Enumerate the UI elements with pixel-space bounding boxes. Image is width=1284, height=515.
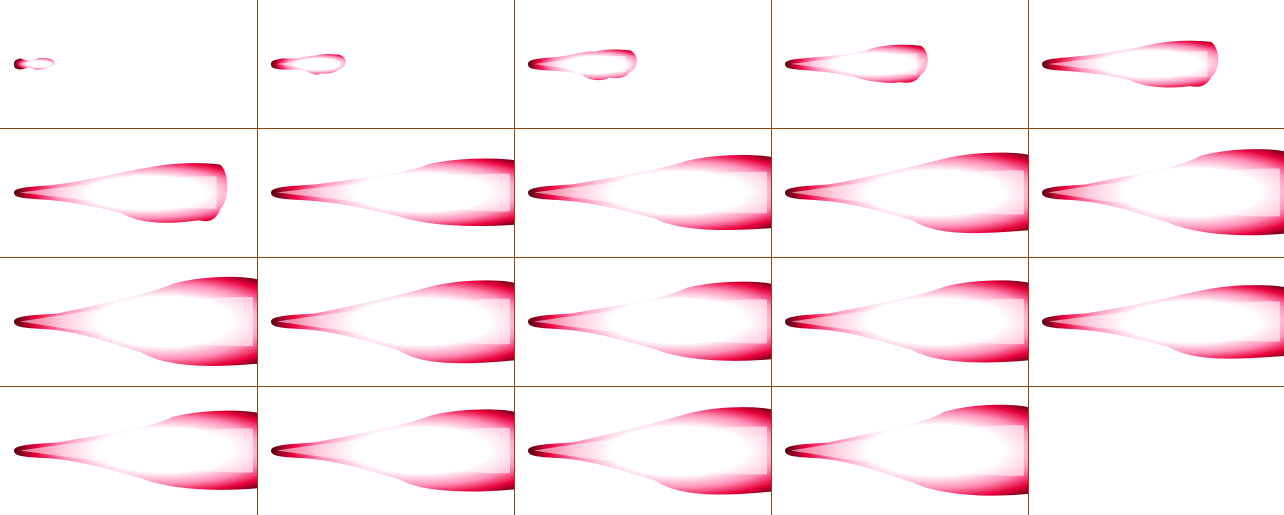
sprite-frame-9 <box>785 152 1028 234</box>
sprite-frame-7 <box>271 158 514 227</box>
flame-core-14 <box>791 298 1024 345</box>
flame-core-17 <box>277 427 510 474</box>
sprite-frame-19 <box>785 404 1028 496</box>
sprite-frame-17 <box>271 409 514 492</box>
sprite-frame-12 <box>271 280 514 364</box>
flame-core-8 <box>534 171 767 214</box>
flame-core-11 <box>20 296 253 347</box>
sprite-frame-8 <box>528 154 771 231</box>
sprite-frame-10 <box>1042 149 1284 236</box>
flame-core-13 <box>534 299 767 344</box>
sprite-frame-11 <box>14 276 257 366</box>
flame-core-9 <box>791 170 1024 215</box>
flame-core-3 <box>534 55 627 73</box>
flame-core-2 <box>277 58 336 70</box>
frame-grid <box>14 40 1284 496</box>
sprite-frame-3 <box>528 49 637 81</box>
sprite-frame-13 <box>528 281 771 361</box>
flame-core-16 <box>20 428 253 473</box>
flame-core-4 <box>791 53 918 75</box>
sprite-frame-6 <box>14 163 228 223</box>
flame-core-15 <box>1048 301 1280 342</box>
sprite-frame-5 <box>1042 40 1219 88</box>
flame-core-12 <box>277 298 510 345</box>
flame-core-6 <box>20 176 217 209</box>
sprite-frame-18 <box>528 407 771 495</box>
flame-core-1 <box>20 60 45 68</box>
sprite-frame-14 <box>785 280 1028 363</box>
flame-core-18 <box>534 426 767 475</box>
sprite-frame-15 <box>1042 285 1284 359</box>
sprite-frame-16 <box>14 410 257 490</box>
flame-core-10 <box>1048 168 1280 217</box>
flame-core-7 <box>277 173 510 212</box>
sprite-frame-4 <box>785 44 928 83</box>
sprite-frame-2 <box>271 54 346 75</box>
sprite-frame-1 <box>14 58 55 70</box>
flame-core-5 <box>1048 51 1208 77</box>
flame-core-19 <box>791 425 1024 476</box>
